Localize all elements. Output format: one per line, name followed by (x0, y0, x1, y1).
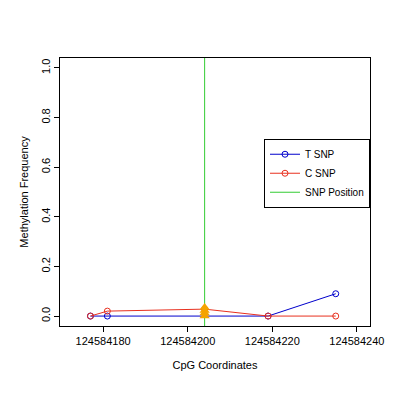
svg-text:124584200: 124584200 (160, 335, 215, 347)
svg-text:SNP Position: SNP Position (305, 187, 364, 198)
svg-text:124584220: 124584220 (245, 335, 300, 347)
svg-text:0.4: 0.4 (40, 208, 52, 223)
svg-text:0.6: 0.6 (40, 158, 52, 173)
svg-text:CpG Coordinates: CpG Coordinates (173, 359, 258, 371)
svg-text:124584240: 124584240 (329, 335, 384, 347)
svg-text:0.2: 0.2 (40, 257, 52, 272)
svg-text:1.0: 1.0 (40, 59, 52, 74)
svg-text:124584180: 124584180 (76, 335, 131, 347)
svg-text:0.0: 0.0 (40, 307, 52, 322)
svg-text:Methylation Frequency: Methylation Frequency (18, 136, 30, 248)
svg-text:C SNP: C SNP (305, 168, 336, 179)
svg-text:0.8: 0.8 (40, 108, 52, 123)
svg-text:T SNP: T SNP (305, 149, 335, 160)
